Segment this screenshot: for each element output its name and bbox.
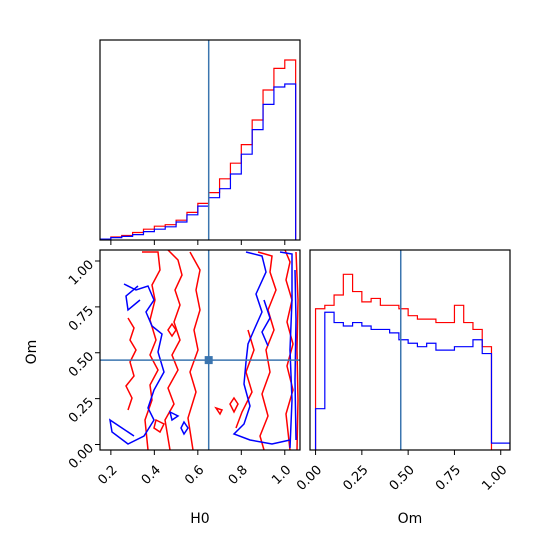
om-y-tick-label: 1.00 [66, 257, 97, 288]
ylabel-om: Om [24, 340, 40, 365]
h0-histogram-blue-step [100, 83, 297, 240]
om-histogram-series [314, 273, 510, 450]
om-histogram-panel: 0.00 0.25 0.50 0.75 1.00 [294, 249, 511, 494]
om-y-tick-label: 0.75 [66, 303, 97, 334]
red-contour-inner-left [164, 250, 183, 450]
h0-histogram-ticks [110, 240, 286, 245]
red-contour-island-1 [167, 322, 177, 338]
blue-contour-right [232, 251, 291, 445]
om-x-tick-label: 0.50 [387, 463, 418, 494]
red-contour-far-left [125, 317, 137, 411]
blue-contour-island-2 [180, 420, 189, 436]
h0-histogram-panel [99, 39, 301, 245]
blue-contour-right-3 [261, 299, 271, 347]
red-contour-edge [295, 251, 299, 450]
red-contour-right-3 [235, 329, 255, 429]
om-x-tick-label: 1.00 [479, 463, 510, 494]
joint-frame [99, 249, 301, 451]
h0-x-tick-label: 0.2 [95, 463, 120, 488]
red-contour-mid-left [187, 251, 201, 450]
om-y-tick-label: 0.00 [66, 441, 97, 472]
joint-contour-panel: 0.2 0.4 0.6 0.8 1.0 0.00 0.25 0.50 0.75 1.00 [66, 249, 301, 488]
om-y-tick-label: 0.25 [66, 395, 97, 426]
om-histogram-red-step [314, 273, 510, 450]
h0-histogram-frame [99, 39, 301, 241]
om-histogram-ticks: 0.00 0.25 0.50 0.75 1.00 [294, 450, 510, 494]
red-contour-right-island [214, 406, 224, 416]
red-contours [125, 250, 299, 450]
om-y-tick-label: 0.50 [66, 349, 97, 380]
red-contour-island-2 [153, 418, 166, 434]
h0-x-tick-label: 1.0 [269, 463, 294, 488]
h0-x-tick-label: 0.8 [226, 463, 251, 488]
red-contour-right-1 [257, 251, 277, 450]
blue-contour-left-2 [125, 285, 141, 312]
blue-contour-right-2 [279, 251, 293, 449]
red-contour-right-island-2 [229, 396, 239, 414]
h0-x-tick-label: 0.4 [139, 463, 164, 488]
xlabel-om: Om [398, 511, 423, 527]
blue-contour-edge [294, 269, 297, 441]
h0-histogram-series [100, 59, 297, 240]
blue-contour-island [168, 410, 180, 422]
red-contour-outer-left [142, 251, 161, 450]
blue-contour-left [108, 283, 165, 445]
om-histogram-blue-step [314, 311, 510, 450]
joint-truth-marker [204, 356, 213, 365]
om-x-tick-label: 0.00 [294, 463, 325, 494]
blue-contours [108, 251, 297, 449]
om-x-tick-label: 0.75 [433, 463, 464, 494]
h0-x-tick-label: 0.6 [182, 463, 207, 488]
xlabel-h0: H0 [190, 511, 209, 527]
om-x-tick-label: 0.25 [340, 463, 371, 494]
om-histogram-frame [309, 249, 511, 451]
